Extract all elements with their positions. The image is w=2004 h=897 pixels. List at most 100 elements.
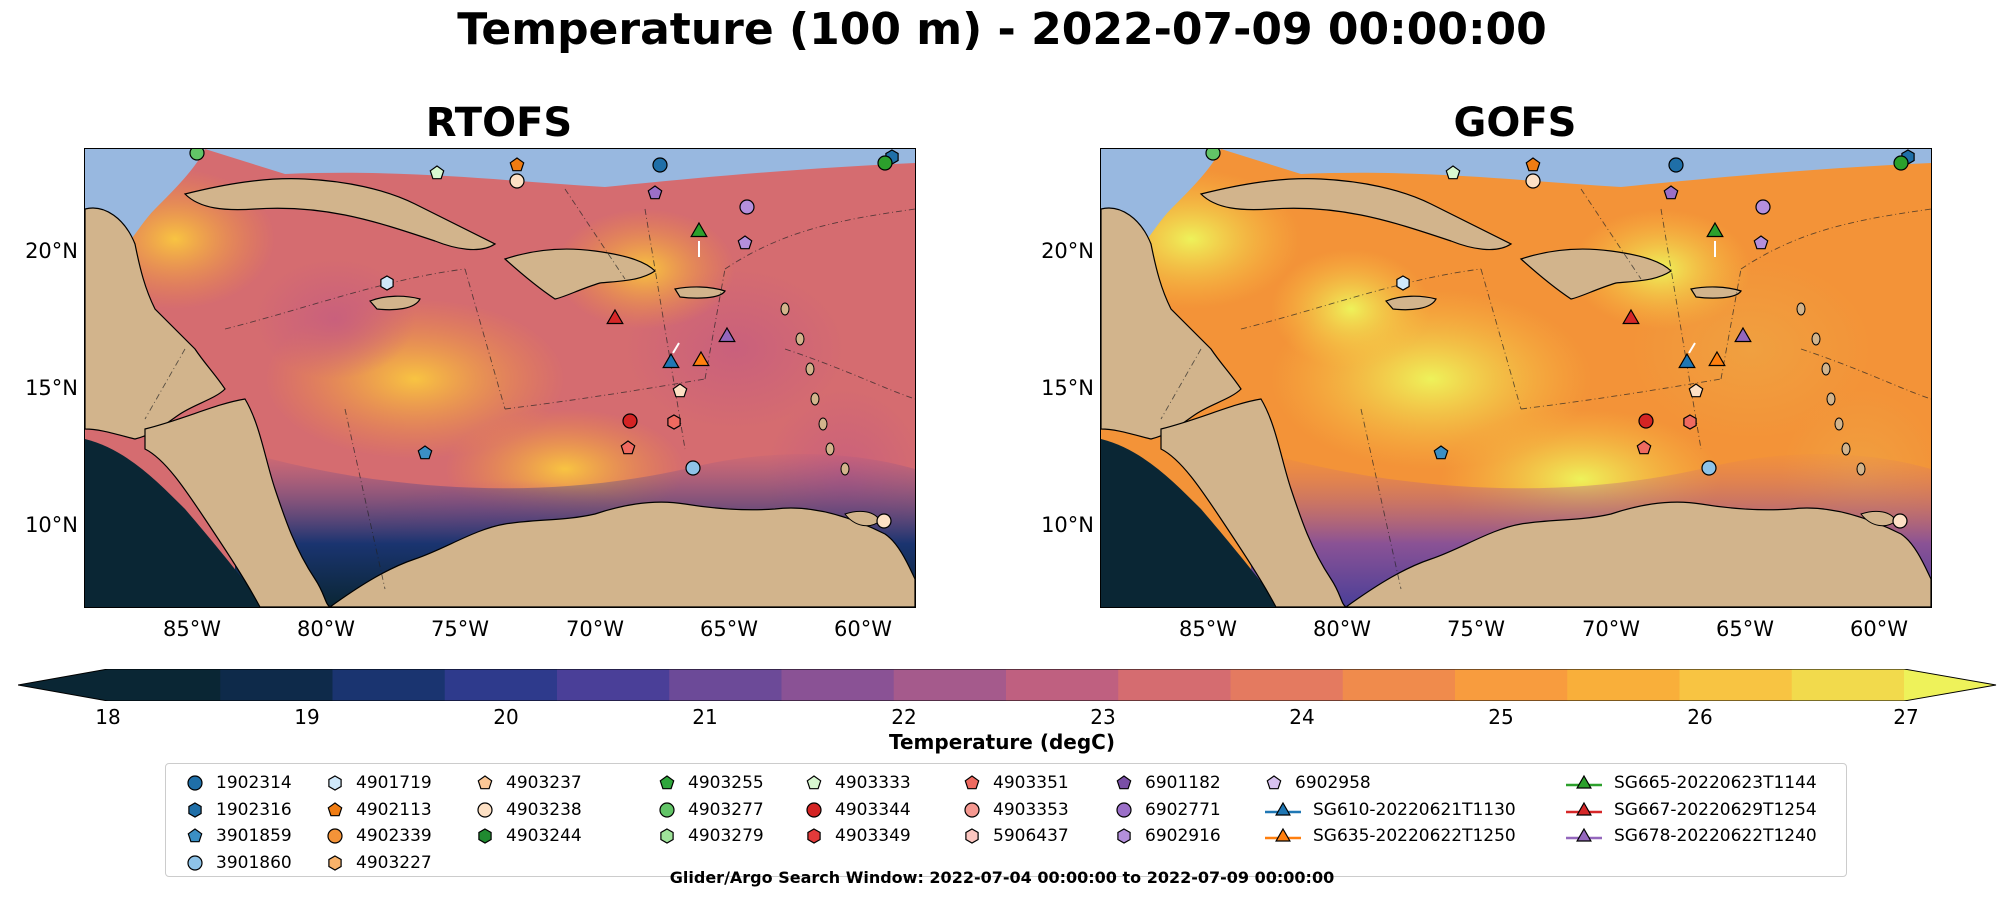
legend-item: 6902771 [1113,797,1221,824]
eez-boundary [504,378,706,410]
atlantic-shelf [1221,149,1931,187]
land-nicaragua [144,398,332,607]
colorbar-tick-23: 23 [1090,705,1116,729]
legend-item: 4903333 [803,770,911,797]
float-marker [739,199,755,215]
eez-boundary [464,268,506,410]
colorbar-segment [781,669,895,701]
lat-label-left-20n: 20°N [25,239,78,263]
eez-boundary [1480,268,1522,410]
eez-boundary [1160,348,1202,420]
lon-label-left-85w: 85°W [163,617,221,641]
rtofs-map[interactable] [84,148,916,608]
colorbar-segment [108,669,221,701]
glider-marker [1708,350,1726,367]
legend-label: 4903351 [993,773,1069,794]
legend-item: 4903244 [474,823,582,850]
pentagon-marker-icon [806,775,822,790]
legend-item: 4902339 [324,823,432,850]
atlantic-shelf [205,149,915,187]
pacific-ocean [85,439,265,607]
float-marker [685,460,701,476]
legend-label: 4903279 [688,826,764,847]
legend-label: 4903255 [688,773,764,794]
legend-label: SG665-20220623T1144 [1614,773,1817,794]
float-marker [667,414,681,430]
land-cuba [183,178,497,251]
eez-boundary [564,188,626,280]
float-marker [1701,460,1717,476]
eez-boundary [224,268,466,330]
eez-boundary [1240,268,1482,330]
float-marker [620,440,636,455]
pentagon-marker-icon [964,775,980,790]
legend-item: 4902113 [324,797,432,824]
land-south-america [328,501,915,607]
lon-label-left-65w: 65°W [700,617,758,641]
pentagon-marker-icon [187,828,203,843]
hexagon-marker-icon [328,855,342,871]
colorbar-segment [1791,669,1905,701]
lat-label-left-10n: 10°N [25,513,78,537]
float-marker [1525,173,1541,189]
legend-item: 6902916 [1113,823,1221,850]
land-lesser-antilles [1826,392,1836,406]
colorbar-segment [1679,669,1793,701]
pentagon-marker-icon [1266,775,1282,790]
gofs-map[interactable] [1100,148,1932,608]
eez-boundary [144,348,186,420]
legend-label: 4903344 [835,799,911,820]
eez-boundary [1580,188,1642,280]
colorbar-tick-24: 24 [1289,705,1315,729]
legend-item: SG610-20220621T1130 [1263,797,1516,824]
glider-marker-icon [1566,775,1602,789]
legend-column: 6901182 6902771 6902916 [1113,770,1221,850]
land-lesser-antilles [810,392,820,406]
float-marker [622,413,638,429]
legend-item: 4903349 [803,823,911,850]
panel-title-gofs: GOFS [1453,100,1577,146]
legend-label: 4903237 [506,773,582,794]
colorbar-segment [1567,669,1681,701]
legend-label: 4903227 [356,852,432,873]
legend-label: 4903238 [506,799,582,820]
legend-item: 4901719 [324,770,432,797]
colorbar-tick-19: 19 [294,705,320,729]
land-south-america [1344,501,1931,607]
float-marker [1445,165,1461,180]
float-marker [509,173,525,189]
land-lesser-antilles [1811,332,1821,346]
land-jamaica [368,295,421,311]
legend-item: 3901860 [184,850,292,877]
pacific-ocean [1101,439,1281,607]
colorbar-segment [669,669,783,701]
hexagon-marker-icon [1117,828,1131,844]
eez-boundary [1520,378,1722,410]
legend-item: SG665-20220623T1144 [1564,770,1817,797]
colorbar-tick-18: 18 [95,705,121,729]
circle-marker-icon [477,802,493,818]
glider-marker [662,352,680,369]
lat-label-right-15n: 15°N [1041,376,1094,400]
glider-marker-icon [1566,801,1602,816]
float-marker [1688,383,1704,398]
land-nicaragua [1160,398,1348,607]
glider-marker [690,221,708,238]
legend-column: 4903255 4903277 4903279 [656,770,764,850]
legend-item: 4903351 [961,770,1069,797]
lon-label-right-65w: 65°W [1716,617,1774,641]
map-canvas [85,149,915,607]
float-marker [1892,513,1908,529]
pentagon-marker-icon [327,802,343,817]
hexagon-marker-icon [660,828,674,844]
float-marker [652,157,668,173]
hexagon-marker-icon [328,775,342,791]
circle-marker-icon [187,855,203,871]
colorbar-tick-20: 20 [493,705,519,729]
float-marker [737,235,753,250]
float-marker [509,157,525,172]
circle-marker-icon [659,802,675,818]
float-marker [1755,199,1771,215]
colorbar-segment [1118,669,1232,701]
glider-marker [1734,326,1752,343]
